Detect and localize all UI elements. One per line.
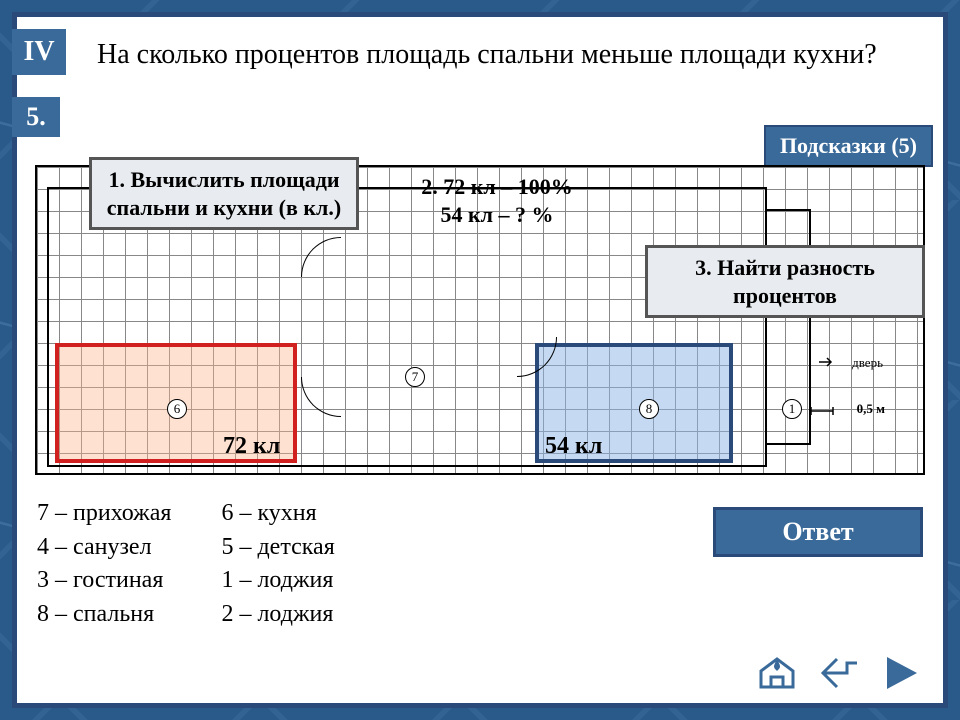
answer-button[interactable]: Ответ [713, 507, 923, 557]
bedroom-area-label: 54 кл [545, 433, 602, 460]
question-text: На сколько процентов площадь спальни мен… [97, 37, 913, 73]
hint-1: 1. Вычислить площади спальни и кухни (в … [89, 157, 359, 230]
legend-item: 7 – прихожая [37, 497, 171, 531]
door-text-label: дверь [852, 355, 883, 371]
kitchen-area-label: 72 кл [223, 433, 280, 460]
room-label-7: 7 [405, 367, 425, 387]
legend-item: 6 – кухня [221, 497, 334, 531]
hint-2-line1: 2. 72 кл – 100% [391, 173, 603, 201]
hint-3: 3. Найти разность процентов [645, 245, 925, 318]
door-arrow-icon [817, 355, 835, 369]
room-label-6: 6 [167, 399, 187, 419]
room-label-8: 8 [639, 399, 659, 419]
problem-number-badge: 5. [12, 97, 60, 137]
hint-2-line2: 54 кл – ? % [391, 201, 603, 229]
legend-item: 5 – детская [221, 531, 334, 565]
hint-2: 2. 72 кл – 100% 54 кл – ? % [377, 167, 617, 234]
legend-item: 1 – лоджия [221, 564, 334, 598]
scale-bracket-icon [809, 405, 835, 417]
back-icon[interactable] [817, 653, 861, 693]
legend-col-2: 6 – кухня 5 – детская 1 – лоджия 2 – лод… [221, 497, 334, 631]
legend-item: 8 – спальня [37, 598, 171, 632]
home-icon[interactable] [755, 653, 799, 693]
nav-icons [755, 653, 923, 693]
legend-col-1: 7 – прихожая 4 – санузел 3 – гостиная 8 … [37, 497, 171, 631]
legend-item: 3 – гостиная [37, 564, 171, 598]
legend-item: 4 – санузел [37, 531, 171, 565]
legend-item: 2 – лоджия [221, 598, 334, 632]
room-legend: 7 – прихожая 4 – санузел 3 – гостиная 8 … [37, 497, 335, 631]
scale-label: 0,5 м [857, 401, 885, 417]
next-icon[interactable] [879, 653, 923, 693]
room-label-1: 1 [782, 399, 802, 419]
section-badge: IV [12, 29, 66, 75]
hints-button[interactable]: Подсказки (5) [764, 125, 933, 167]
main-frame: IV 5. На сколько процентов площадь спаль… [12, 12, 948, 708]
